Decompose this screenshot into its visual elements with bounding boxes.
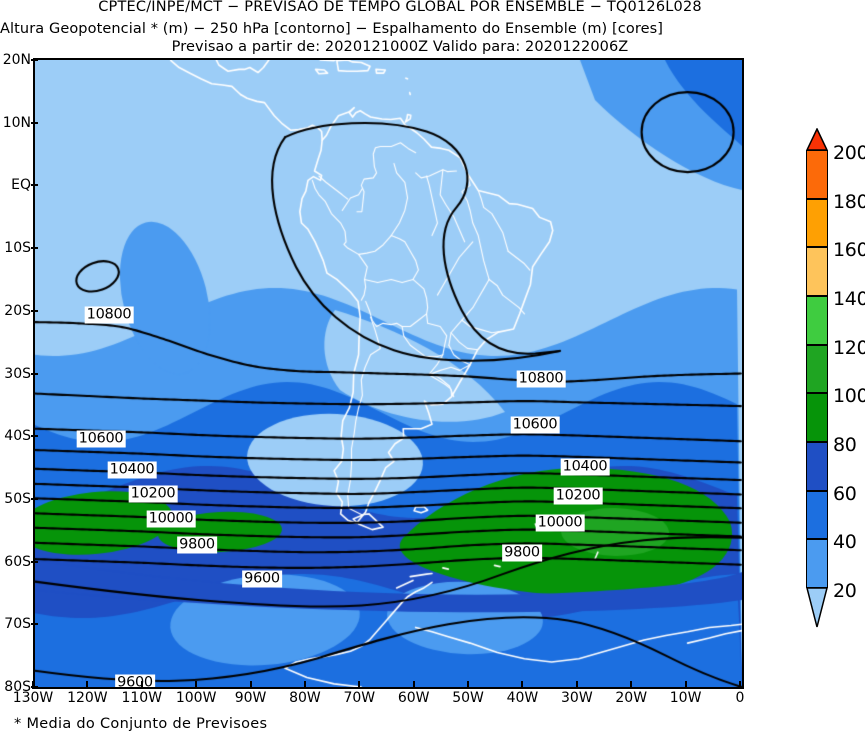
x-axis-tick-label: 130W xyxy=(12,690,54,706)
x-axis-tick-label: 90W xyxy=(234,690,267,706)
x-axis-tick-mark xyxy=(140,681,143,689)
contour-label: 9600 xyxy=(242,570,282,588)
contour-label: 9600 xyxy=(115,674,155,687)
y-axis-tick-mark xyxy=(31,560,38,563)
x-axis-tick-mark xyxy=(303,681,306,689)
colorbar-tick-label: 140 xyxy=(833,288,865,310)
x-axis-tick-label: 30W xyxy=(561,690,593,706)
y-axis-tick-label: 50S xyxy=(4,490,31,507)
colorbar-segment[interactable] xyxy=(806,198,828,248)
x-axis-tick-label: 110W xyxy=(121,690,163,706)
colorbar-tick-label: 80 xyxy=(833,434,857,456)
contour-label: 10200 xyxy=(128,485,178,503)
colorbar-legend[interactable]: 200 180 160 140 120 100 80 60 40 20 xyxy=(805,127,865,628)
x-axis-tick-label: 120W xyxy=(67,690,108,706)
contour-label: 10400 xyxy=(560,458,610,476)
y-axis-labels: 20N 10N EQ 10S 20S 30S 40S 50S 60S 70S 80S xyxy=(0,52,38,695)
x-axis-labels: 130W 120W 110W 100W 90W 80W 70W 60W 50W 40W 30W 20W… xyxy=(13,681,745,712)
chart-title-line2: Altura Geopotencial * (m) − 250 hPa [con… xyxy=(0,21,664,37)
chart-title-line1: CPTEC/INPE/MCT − PREVISAO DE TEMPO GLOBA… xyxy=(98,0,702,15)
chart-title-line3: Previsao a partir de: 2020121000Z Valido… xyxy=(171,39,629,55)
x-axis-tick-label: 20W xyxy=(615,690,648,706)
y-axis-tick-mark xyxy=(31,121,38,124)
x-axis-tick-mark xyxy=(467,681,470,689)
y-axis-tick-mark xyxy=(31,686,38,688)
x-axis-tick-mark xyxy=(32,681,34,689)
colorbar-tick-label: 20 xyxy=(833,580,857,602)
x-axis-tick-label: 0 xyxy=(735,690,745,706)
x-axis-tick-mark xyxy=(739,681,741,689)
x-axis-tick-label: 100W xyxy=(175,690,217,706)
contour-label: 10400 xyxy=(107,461,157,479)
y-axis-tick-label: 60S xyxy=(4,553,31,570)
y-axis-tick-label: 80S xyxy=(4,679,31,695)
y-axis-tick-label: 10N xyxy=(2,114,31,131)
colorbar-tick-label: 180 xyxy=(833,190,865,213)
colorbar-top-arrow xyxy=(805,127,829,151)
chart-title-block: CPTEC/INPE/MCT − PREVISAO DE TEMPO GLOBA… xyxy=(0,0,800,16)
x-axis-tick-mark xyxy=(195,681,198,689)
y-axis-tick-mark xyxy=(31,59,38,61)
y-axis-tick-label: 20S xyxy=(4,302,31,319)
colorbar-segment[interactable] xyxy=(806,393,828,442)
colorbar-segment[interactable] xyxy=(806,344,828,394)
x-axis-tick-mark xyxy=(358,681,361,689)
colorbar-segment[interactable] xyxy=(806,442,828,491)
y-axis-tick-mark xyxy=(31,497,38,500)
colorbar-tick-label: 200 xyxy=(833,142,865,164)
contour-label: 9800 xyxy=(502,544,542,562)
contour-label: 10800 xyxy=(516,370,566,388)
y-axis-tick-mark xyxy=(31,184,38,187)
colorbar-tick-label: 120 xyxy=(833,336,865,359)
footer-note: * Media do Conjunto de Previsoes xyxy=(14,716,268,732)
x-axis-tick-label: 40W xyxy=(506,690,539,706)
y-axis-tick-label: 40S xyxy=(4,428,31,445)
colorbar-segment[interactable] xyxy=(806,150,828,199)
x-axis-tick-mark xyxy=(249,681,252,689)
colorbar-tick-label: 100 xyxy=(833,385,865,408)
colorbar-tick-label: 160 xyxy=(833,239,865,262)
y-axis-tick-mark xyxy=(31,435,38,438)
colorbar-segment[interactable] xyxy=(806,539,828,588)
y-axis-tick-label: EQ xyxy=(11,177,31,194)
y-axis-tick-mark xyxy=(31,309,38,312)
x-axis-tick-label: 70W xyxy=(343,690,376,706)
x-axis-tick-label: 50W xyxy=(452,690,484,706)
map-plot-area[interactable]: 10800 10600 10400 10200 10000 9800 9600 9600 108… xyxy=(33,58,744,689)
colorbar-tick-label: 60 xyxy=(833,482,857,505)
colorbar-tick-label: 40 xyxy=(833,531,857,554)
colorbar-bottom-arrow xyxy=(806,587,828,628)
y-axis-tick-mark xyxy=(31,247,38,250)
y-axis-tick-label: 20N xyxy=(2,52,31,68)
contour-label: 9800 xyxy=(177,536,217,554)
contour-label: 10800 xyxy=(84,306,134,324)
y-axis-tick-mark xyxy=(31,372,38,375)
y-axis-tick-label: 70S xyxy=(4,616,31,633)
x-axis-tick-label: 80W xyxy=(289,690,321,706)
colorbar-segment[interactable] xyxy=(806,247,828,296)
x-axis-tick-mark xyxy=(575,681,578,689)
x-axis-tick-mark xyxy=(521,681,524,689)
contour-label: 10600 xyxy=(510,416,560,434)
y-axis-tick-label: 10S xyxy=(4,240,31,257)
x-axis-tick-mark xyxy=(684,681,687,689)
contour-fill-canvas xyxy=(35,60,742,687)
colorbar-segment[interactable] xyxy=(806,296,828,345)
x-axis-tick-label: 60W xyxy=(397,690,430,706)
contour-label: 10600 xyxy=(76,430,126,448)
contour-label: 10000 xyxy=(146,510,196,528)
colorbar-segment[interactable] xyxy=(806,490,828,540)
x-axis-tick-label: 10W xyxy=(669,690,702,706)
x-axis-tick-mark xyxy=(630,681,633,689)
y-axis-tick-mark xyxy=(31,623,38,626)
x-axis-tick-mark xyxy=(412,681,415,689)
x-axis-tick-mark xyxy=(86,681,89,689)
contour-label: 10200 xyxy=(553,487,603,505)
y-axis-tick-label: 30S xyxy=(4,365,31,382)
contour-label: 10000 xyxy=(535,514,585,532)
